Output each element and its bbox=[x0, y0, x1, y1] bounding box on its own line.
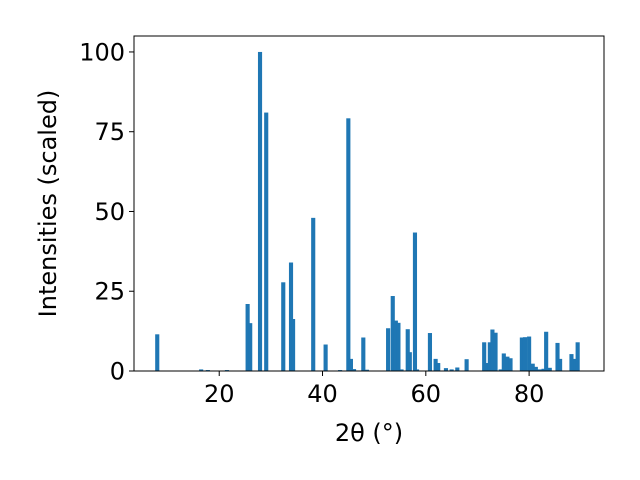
bar bbox=[390, 296, 395, 371]
bar bbox=[547, 367, 552, 371]
bar bbox=[522, 337, 528, 371]
bar bbox=[541, 368, 546, 371]
bar bbox=[155, 334, 160, 371]
bar bbox=[464, 359, 469, 371]
bar bbox=[455, 367, 460, 371]
bar bbox=[573, 358, 578, 371]
bar bbox=[443, 368, 449, 371]
bar bbox=[407, 352, 412, 371]
bar bbox=[436, 363, 441, 371]
y-tick-label: 50 bbox=[94, 198, 125, 226]
bar bbox=[348, 358, 353, 371]
bar bbox=[501, 353, 506, 371]
bar bbox=[257, 51, 263, 371]
bar bbox=[558, 358, 563, 371]
bar bbox=[248, 323, 253, 371]
x-tick-label: 60 bbox=[411, 380, 442, 408]
bar bbox=[555, 342, 560, 371]
y-tick-label: 0 bbox=[110, 358, 125, 386]
bar bbox=[386, 328, 391, 371]
bar bbox=[498, 369, 503, 371]
bar bbox=[530, 363, 535, 371]
bar bbox=[311, 217, 316, 371]
y-tick-label: 25 bbox=[94, 278, 125, 306]
x-tick-label: 20 bbox=[204, 380, 235, 408]
bar bbox=[281, 282, 286, 371]
x-tick-label: 80 bbox=[514, 380, 545, 408]
y-axis-ticks: 0 25 50 75 100 bbox=[79, 38, 134, 386]
bar bbox=[361, 337, 366, 371]
bar bbox=[346, 118, 351, 371]
x-tick-label: 40 bbox=[307, 380, 338, 408]
bar bbox=[537, 369, 542, 371]
bar bbox=[405, 329, 410, 371]
bar bbox=[484, 363, 489, 371]
x-axis-ticks: 20 40 60 80 bbox=[204, 371, 544, 408]
bar bbox=[493, 332, 498, 371]
y-tick-label: 100 bbox=[79, 38, 125, 66]
bar bbox=[245, 304, 250, 371]
bar bbox=[449, 369, 454, 371]
y-axis-label: Intensities (scaled) bbox=[34, 90, 62, 318]
bar bbox=[569, 354, 574, 371]
bar bbox=[533, 366, 538, 371]
bar bbox=[427, 333, 433, 371]
bar bbox=[396, 322, 401, 371]
bar bbox=[544, 331, 549, 371]
bar bbox=[527, 336, 532, 371]
bar bbox=[264, 112, 269, 371]
bar bbox=[505, 356, 510, 371]
bar bbox=[399, 369, 404, 371]
bar bbox=[412, 232, 418, 371]
bar bbox=[482, 342, 487, 371]
bar bbox=[199, 369, 204, 371]
bar bbox=[351, 369, 357, 371]
bar bbox=[414, 369, 420, 371]
bar bbox=[575, 342, 580, 371]
bar bbox=[519, 337, 524, 371]
plot-frame bbox=[133, 35, 605, 372]
bar bbox=[291, 319, 296, 371]
bar bbox=[288, 262, 294, 371]
bar bbox=[393, 320, 398, 371]
bar bbox=[490, 329, 495, 371]
bar-series bbox=[155, 51, 580, 371]
y-tick-label: 75 bbox=[94, 118, 125, 146]
bar bbox=[323, 344, 328, 371]
bar bbox=[487, 342, 492, 371]
bar bbox=[364, 369, 369, 371]
bar bbox=[433, 358, 438, 371]
bar bbox=[508, 358, 513, 371]
x-axis-label: 2θ (°) bbox=[335, 419, 403, 447]
